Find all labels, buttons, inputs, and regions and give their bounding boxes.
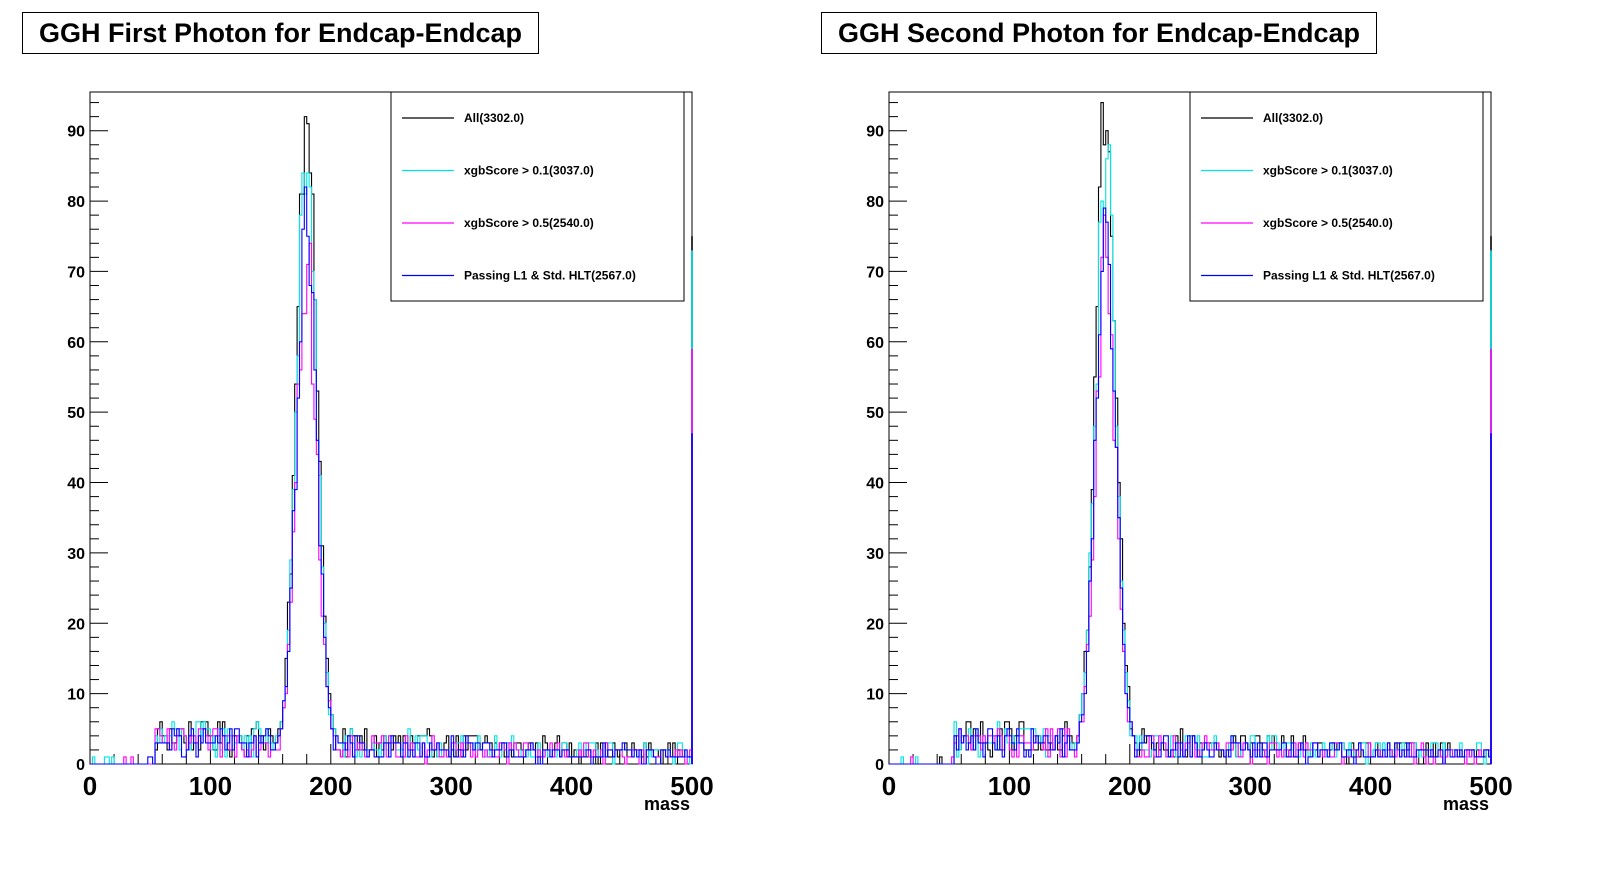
x-tick-label: 100 [988,771,1031,801]
y-tick-label: 30 [67,546,85,563]
x-tick-label: 500 [1469,771,1512,801]
legend-entry: xgbScore > 0.1(3037.0) [464,164,594,178]
series-line [889,207,1492,765]
legend-entry: xgbScore > 0.5(2540.0) [1263,216,1393,230]
y-tick-label: 80 [866,194,884,211]
y-tick-label: 20 [67,616,85,633]
y-tick-label: 50 [67,405,85,422]
x-tick-label: 300 [1229,771,1272,801]
x-tick-label: 200 [309,771,352,801]
series-line [90,186,693,765]
y-axis: 0 10 20 30 40 50 60 70 80 90 [866,102,907,774]
chart-title: GGH First Photon for Endcap-Endcap [22,12,540,54]
y-tick-label: 60 [866,335,884,352]
y-tick-label: 0 [76,757,85,774]
x-tick-label: 100 [189,771,232,801]
x-tick-label: 400 [1349,771,1392,801]
x-tick-label: 200 [1108,771,1151,801]
y-tick-label: 0 [875,757,884,774]
legend-box [1189,91,1484,302]
legend-entry: xgbScore > 0.5(2540.0) [464,216,594,230]
y-tick-label: 30 [866,546,884,563]
y-tick-label: 90 [866,124,884,141]
y-tick-label: 10 [866,687,884,704]
legend-box [390,91,685,302]
legend-entry: Passing L1 & Std. HLT(2567.0) [464,269,636,283]
series-line [90,242,693,765]
y-tick-label: 70 [866,264,884,281]
x-tick-label: 400 [550,771,593,801]
y-tick-label: 90 [67,124,85,141]
legend-entry: All(3302.0) [464,111,524,125]
x-tick-label: 0 [83,771,97,801]
y-tick-label: 50 [866,405,884,422]
y-tick-label: 40 [67,476,85,493]
legend-entry: xgbScore > 0.1(3037.0) [1263,164,1393,178]
y-tick-label: 70 [67,264,85,281]
legend-entry: All(3302.0) [1263,111,1323,125]
legend: All(3302.0) xgbScore > 0.1(3037.0) xgbScor… [1189,91,1484,302]
y-axis: 0 10 20 30 40 50 60 70 80 90 [67,102,108,774]
x-axis-label: mass [644,794,690,814]
chart-panel-2: GGH Second Photon for Endcap-Endcap 0 10 2… [799,0,1598,874]
y-tick-label: 80 [67,194,85,211]
x-tick-label: 0 [882,771,896,801]
y-tick-label: 60 [67,335,85,352]
y-tick-label: 40 [866,476,884,493]
y-tick-label: 20 [866,616,884,633]
legend: All(3302.0) xgbScore > 0.1(3037.0) xgbScor… [390,91,685,302]
x-tick-label: 500 [670,771,713,801]
chart-title: GGH Second Photon for Endcap-Endcap [821,12,1378,54]
legend-entry: Passing L1 & Std. HLT(2567.0) [1263,269,1435,283]
chart-panel-1: GGH First Photon for Endcap-Endcap 0 10 20… [22,12,714,814]
x-axis: 0 100 200 300 400 500 [83,744,714,801]
y-tick-label: 10 [67,687,85,704]
x-axis-label: mass [1443,794,1489,814]
x-tick-label: 300 [430,771,473,801]
